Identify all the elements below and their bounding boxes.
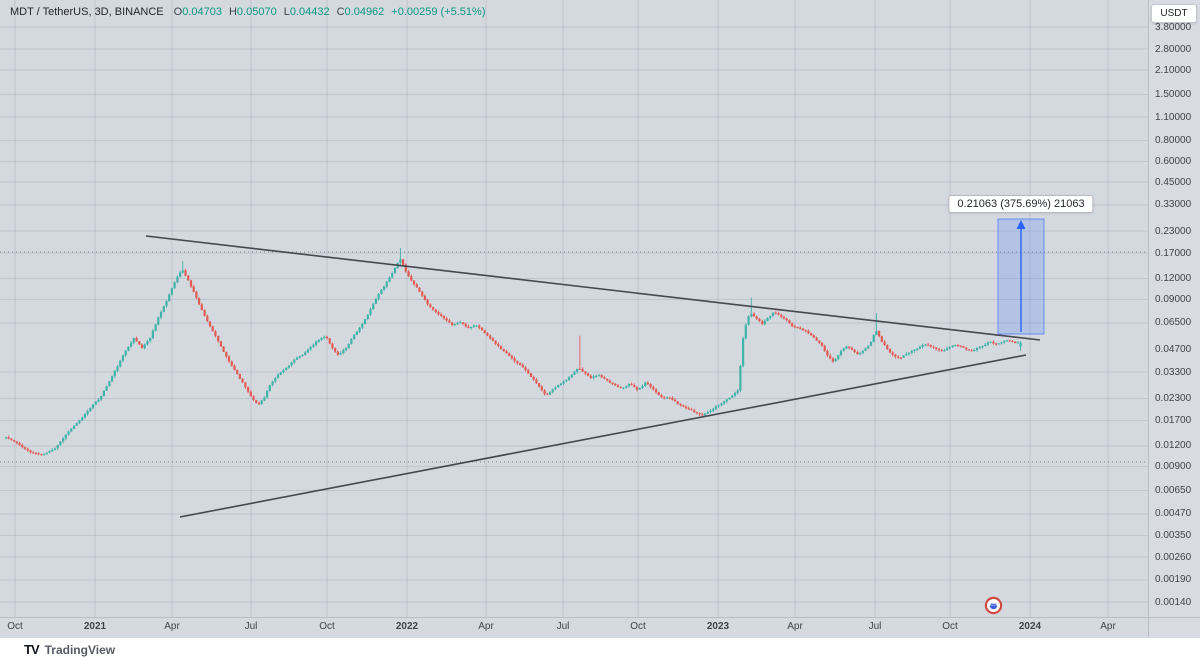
price-axis-label: 2.80000: [1155, 44, 1192, 55]
ascending-trendline[interactable]: [179, 354, 1027, 518]
ohlc-pair: L0.04432: [283, 6, 330, 18]
price-axis-label: 0.03300: [1155, 367, 1192, 378]
price-axis-label: 0.00260: [1155, 552, 1192, 563]
price-axis-label: 0.01700: [1155, 415, 1192, 426]
time-axis-label: Apr: [478, 621, 494, 632]
price-axis-label: 0.06500: [1155, 317, 1192, 328]
price-axis-label: 0.00900: [1155, 461, 1192, 472]
price-range-label[interactable]: 0.21063 (375.69%) 21063: [948, 195, 1094, 213]
price-axis-label: 0.60000: [1155, 156, 1192, 167]
candlestick-chart: [0, 0, 1148, 617]
symbol-title[interactable]: MDT / TetherUS, 3D, BINANCE: [10, 6, 164, 18]
ohlc-pair: C0.04962: [336, 6, 385, 18]
footer-bar: TV TradingView: [0, 638, 1200, 661]
price-axis-label: 1.50000: [1155, 89, 1192, 100]
price-axis-label: 0.02300: [1155, 393, 1192, 404]
price-axis-label: 0.12000: [1155, 273, 1192, 284]
price-axis-label: 1.10000: [1155, 112, 1192, 123]
price-axis-label: 0.00650: [1155, 485, 1192, 496]
time-axis-label: Jul: [868, 621, 882, 632]
grid-lines: [0, 0, 1148, 617]
event-marker-icon[interactable]: [984, 596, 1003, 615]
price-axis-label: 0.09000: [1155, 294, 1192, 305]
price-axis-label: 2.10000: [1155, 65, 1192, 76]
time-axis[interactable]: Oct 2021 Apr Jul Oct 2022 Apr Jul Oct 2023 Apr Jul O…: [0, 618, 1148, 637]
ohlc-pair: O0.04703: [173, 6, 222, 18]
candles-series: [4, 248, 1022, 456]
tradingview-brand-text[interactable]: TradingView: [44, 642, 116, 657]
time-axis-label: Oct: [319, 621, 335, 632]
price-axis-hidden-label: 0.04700: [1155, 344, 1192, 355]
time-axis-label: Jul: [556, 621, 570, 632]
price-axis-label: 0.00190: [1155, 574, 1192, 585]
price-axis-label: 0.01200: [1155, 440, 1192, 451]
price-axis-label: 0.00350: [1155, 530, 1192, 541]
symbol-legend: MDT / TetherUS, 3D, BINANCE O0.04703 H0.05…: [10, 6, 485, 18]
ohlc-pair: H0.05070: [228, 6, 277, 18]
ohlc-values: O0.04703 H0.05070 L0.04432 C0.04962: [174, 6, 392, 18]
time-axis-label: Oct: [7, 621, 23, 632]
trendlines[interactable]: [145, 235, 1041, 518]
time-axis-label: Oct: [630, 621, 646, 632]
currency-usdt-button[interactable]: USDT: [1151, 4, 1197, 23]
time-axis-border: [0, 617, 1200, 618]
time-axis-label: Apr: [164, 621, 180, 632]
price-axis-label: 0.23000: [1155, 226, 1192, 237]
price-axis-label: 3.80000: [1155, 22, 1192, 33]
price-axis-label: 0.00470: [1155, 508, 1192, 519]
price-axis[interactable]: 0.04700 17:05:11 3.800002.800002.100001.…: [1149, 0, 1200, 617]
tradingview-logo-icon[interactable]: TV: [24, 642, 40, 657]
price-axis-label: 0.80000: [1155, 135, 1192, 146]
axis-corner: [1149, 618, 1200, 637]
price-axis-label: 0.00140: [1155, 597, 1192, 608]
time-axis-year-label: 2022: [395, 621, 419, 632]
time-axis-year-label: 2021: [83, 621, 107, 632]
time-axis-label: Oct: [942, 621, 958, 632]
change-value: +0.00259 (+5.51%): [391, 6, 486, 18]
time-axis-label: Jul: [244, 621, 258, 632]
time-axis-label: Apr: [1100, 621, 1116, 632]
descending-trendline[interactable]: [145, 235, 1041, 341]
price-range-projection[interactable]: [997, 218, 1045, 335]
time-axis-label: Apr: [787, 621, 803, 632]
price-axis-label: 0.17000: [1155, 248, 1192, 259]
chart-canvas[interactable]: [0, 0, 1148, 617]
time-axis-year-label: 2023: [706, 621, 730, 632]
dotted-price-lines: [0, 251, 1148, 463]
time-axis-year-label: 2024: [1018, 621, 1042, 632]
price-axis-label: 0.45000: [1155, 177, 1192, 188]
price-axis-label: 0.33000: [1155, 199, 1192, 210]
price-axis-border: [1148, 0, 1149, 637]
